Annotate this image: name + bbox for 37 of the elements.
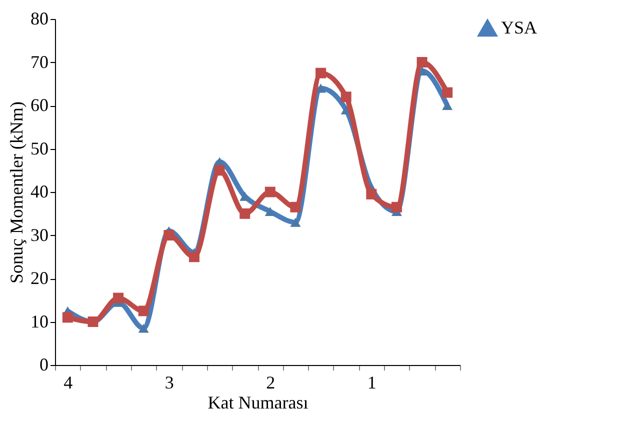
point [442, 100, 453, 110]
x-tick-label: 2 [266, 372, 276, 392]
point [290, 202, 301, 212]
y-tick-label: 70 [30, 52, 48, 72]
y-tick-label: 80 [30, 8, 48, 28]
y-tick-label: 10 [30, 311, 48, 332]
point [264, 206, 276, 216]
y-tick-label: 30 [30, 224, 48, 245]
y-tick-label: 50 [30, 138, 48, 158]
legend-label: YSA [501, 18, 538, 38]
x-tick-label: 4 [64, 372, 73, 392]
y-tick-label: 0 [40, 354, 48, 374]
point [316, 68, 326, 78]
x-tick-label: 3 [164, 372, 174, 392]
point [264, 186, 276, 198]
point [240, 208, 250, 219]
point [62, 312, 73, 323]
point [416, 57, 428, 68]
y-tick-label: 60 [30, 95, 48, 115]
point [164, 230, 174, 240]
point [138, 324, 149, 333]
point [316, 84, 326, 93]
point [240, 192, 250, 201]
point [366, 188, 377, 200]
point [113, 292, 124, 304]
y-tick-label: 40 [30, 182, 48, 202]
y-axis-title: Sonuç Momentler (kNm) [6, 102, 26, 284]
point [290, 218, 301, 227]
point [442, 87, 453, 98]
point [340, 92, 352, 102]
x-tick-label: 1 [367, 372, 376, 392]
point [391, 202, 402, 212]
point [138, 306, 149, 316]
point [214, 165, 225, 176]
y-tick-label: 20 [30, 268, 48, 288]
point [188, 252, 200, 262]
x-axis-title: Kat Numarası [208, 392, 308, 412]
